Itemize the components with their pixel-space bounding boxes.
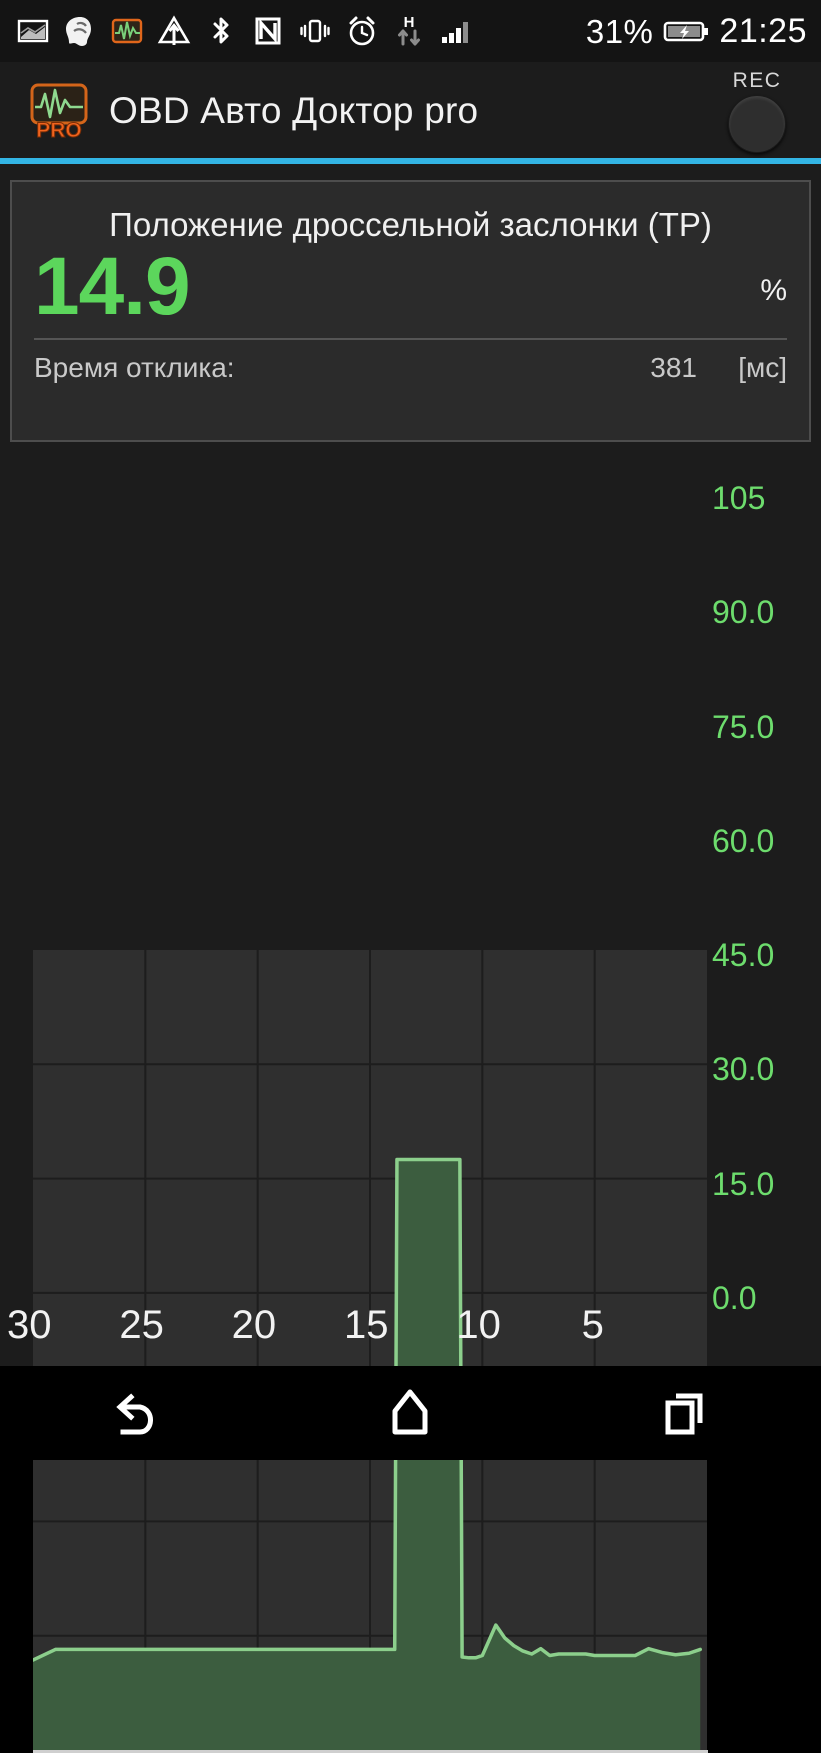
sensor-value: 14.9 (34, 241, 191, 332)
bluetooth-icon (204, 14, 238, 48)
battery-charging-icon (663, 14, 709, 48)
y-axis-label: 30.0 (712, 1051, 775, 1088)
y-axis-label: 45.0 (712, 937, 775, 974)
app-logo-icon: PRO (26, 81, 92, 143)
y-axis-label: 60.0 (712, 822, 775, 859)
record-label: REC (732, 68, 782, 92)
chart-svg (33, 950, 707, 1750)
alarm-clock-icon (345, 14, 379, 48)
panel-divider (34, 337, 787, 340)
app-title: OBD Авто Доктор pro (109, 90, 479, 131)
accent-divider (0, 158, 821, 164)
ghost-app-icon (63, 14, 97, 48)
upload-arrow-icon (157, 14, 191, 48)
vibrate-icon (298, 14, 332, 48)
response-time-row: Время отклика: 381 [мс] (12, 340, 809, 384)
signal-bars-icon (439, 14, 473, 48)
record-button[interactable] (728, 94, 786, 153)
recents-icon[interactable] (639, 1380, 729, 1446)
clock: 21:25 (719, 12, 807, 50)
y-axis-label: 105 (712, 480, 766, 516)
x-axis-label: 10 (456, 1303, 501, 1347)
response-time-unit: [мс] (738, 351, 787, 383)
chart[interactable]: 0.0 15.0 30.0 45.0 60.0 75.0 90.0 105 (0, 450, 821, 1753)
sensor-panel[interactable]: Положение дроссельной заслонки (TP) 14.9… (10, 180, 811, 442)
screenshot-icon (16, 14, 50, 48)
back-icon[interactable] (92, 1380, 182, 1446)
status-bar: H 31% (0, 0, 821, 62)
status-bar-left-icons: H (0, 14, 473, 48)
response-time-value: 381 (650, 351, 697, 383)
y-axis-label: 0.0 (712, 1280, 757, 1316)
x-axis-label: 30 (7, 1303, 52, 1347)
chart-plot-area[interactable] (33, 950, 707, 1750)
battery-percent: 31% (585, 12, 654, 50)
svg-text:PRO: PRO (36, 119, 82, 141)
sensor-unit: % (760, 274, 787, 307)
obd-app-icon (110, 14, 144, 48)
home-icon[interactable] (365, 1380, 455, 1446)
hspa-data-icon: H (392, 14, 426, 48)
app-title-bar: PRO OBD Авто Доктор pro REC (0, 62, 821, 160)
x-axis-label: 15 (344, 1303, 389, 1347)
response-time-label: Время отклика: (34, 351, 235, 383)
sensor-value-row: 14.9 % (12, 241, 809, 332)
y-axis-label: 90.0 (712, 594, 775, 631)
nfc-icon (251, 14, 285, 48)
x-axis-label: 25 (119, 1303, 164, 1347)
android-nav-bar (0, 1366, 821, 1460)
svg-text:H: H (404, 14, 415, 31)
sensor-name: Положение дроссельной заслонки (TP) (109, 206, 712, 243)
y-axis-label: 75.0 (712, 708, 775, 745)
x-axis-label: 20 (231, 1303, 277, 1347)
y-axis-label: 15.0 (712, 1165, 775, 1202)
status-bar-right: 31% 21:25 (586, 14, 821, 48)
record-control[interactable]: REC (719, 70, 795, 153)
x-axis-label: 5 (581, 1303, 604, 1347)
